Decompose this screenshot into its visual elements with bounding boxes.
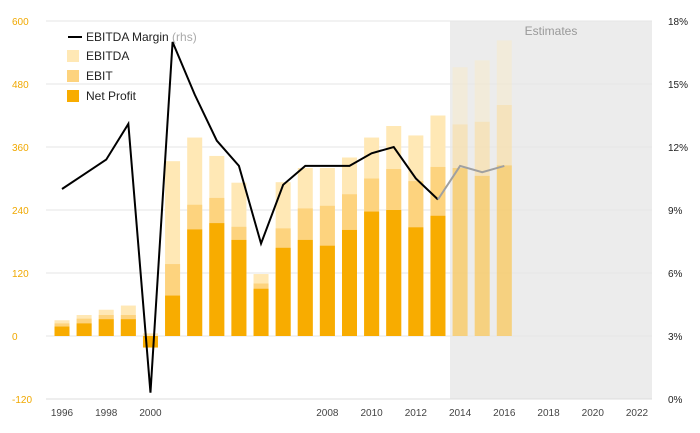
y-left-tick-480: 480 [12, 80, 29, 91]
bar-ebitda-2014 [452, 67, 468, 336]
y-right-tick-18%: 18% [668, 17, 688, 28]
y-left-tick--120: -120 [12, 395, 32, 406]
legend-label-ebit: EBIT [86, 69, 113, 83]
legend-label-net-profit: Net Profit [86, 89, 137, 103]
y-right-tick-9%: 9% [668, 206, 683, 217]
bar-ebit-2014 [452, 124, 468, 336]
bar-net-profit-2015 [474, 175, 490, 336]
bar-net-profit-2014 [452, 168, 468, 336]
y-right-tick-0%: 0% [668, 395, 683, 406]
y-right-tick-15%: 15% [668, 80, 688, 91]
x-tick-2022: 2022 [626, 408, 649, 419]
x-tick-1996: 1996 [51, 408, 74, 419]
x-tick-2018: 2018 [537, 408, 560, 419]
bar-ebitda-2000 [142, 333, 158, 336]
y-left-tick-600: 600 [12, 17, 29, 28]
y-left-tick-0: 0 [12, 332, 18, 343]
x-tick-2012: 2012 [405, 408, 428, 419]
bar-ebit-2015 [474, 121, 490, 336]
y-right-tick-3%: 3% [668, 332, 683, 343]
y-left-tick-360: 360 [12, 143, 29, 154]
y-left-tick-240: 240 [12, 206, 29, 217]
bar-net-profit-2006 [275, 247, 291, 336]
bar-net-profit-2001 [165, 295, 181, 336]
y-right-tick-12%: 12% [668, 143, 688, 154]
estimates-label: Estimates [525, 24, 578, 38]
x-tick-2016: 2016 [493, 408, 516, 419]
x-tick-2000: 2000 [139, 408, 162, 419]
bar-net-profit-2003 [209, 223, 225, 336]
y-left-tick-120: 120 [12, 269, 29, 280]
bar-net-profit-2010 [364, 211, 380, 336]
axes: -120 0 120 240 360 480 600 0% 3% 6% 9% 12% 15% 18% 199… [12, 17, 688, 419]
bar-ebitda-2016 [496, 40, 512, 337]
legend: EBITDA Margin (rhs) EBITDA EBIT Net Prof… [67, 30, 197, 103]
margin-line [61, 41, 505, 393]
bar-net-profit-2002 [187, 229, 203, 336]
bar-net-profit-2000 [142, 336, 158, 348]
bar-net-profit-2012 [408, 227, 424, 336]
bars [54, 40, 512, 348]
bar-net-profit-1998 [98, 319, 114, 336]
legend-swatch-ebitda [67, 50, 79, 62]
legend-swatch-net-profit [67, 90, 79, 102]
bar-ebitda-2015 [474, 60, 490, 336]
margin-line-actual [61, 41, 439, 393]
x-tick-2014: 2014 [449, 408, 472, 419]
x-tick-2010: 2010 [360, 408, 383, 419]
legend-swatch-ebit [67, 70, 79, 82]
x-tick-2008: 2008 [316, 408, 339, 419]
bar-net-profit-1996 [54, 326, 70, 336]
bar-net-profit-1997 [76, 323, 92, 336]
bar-net-profit-1999 [120, 319, 136, 336]
y-right-tick-6%: 6% [668, 269, 683, 280]
bar-net-profit-2005 [253, 288, 269, 336]
x-tick-2020: 2020 [582, 408, 605, 419]
bar-net-profit-2013 [430, 215, 446, 336]
x-tick-1998: 1998 [95, 408, 118, 419]
legend-label-ebitda: EBITDA [86, 49, 129, 63]
legend-label-margin: EBITDA Margin (rhs) [86, 30, 197, 44]
bar-net-profit-2004 [231, 239, 247, 336]
bar-net-profit-2008 [319, 245, 335, 336]
bar-net-profit-2007 [297, 239, 313, 336]
margin-line-estimate [437, 164, 505, 201]
bar-net-profit-2011 [386, 210, 402, 336]
bar-net-profit-2016 [496, 165, 512, 336]
bar-net-profit-2009 [342, 229, 357, 336]
bar-ebit-2016 [496, 105, 512, 336]
